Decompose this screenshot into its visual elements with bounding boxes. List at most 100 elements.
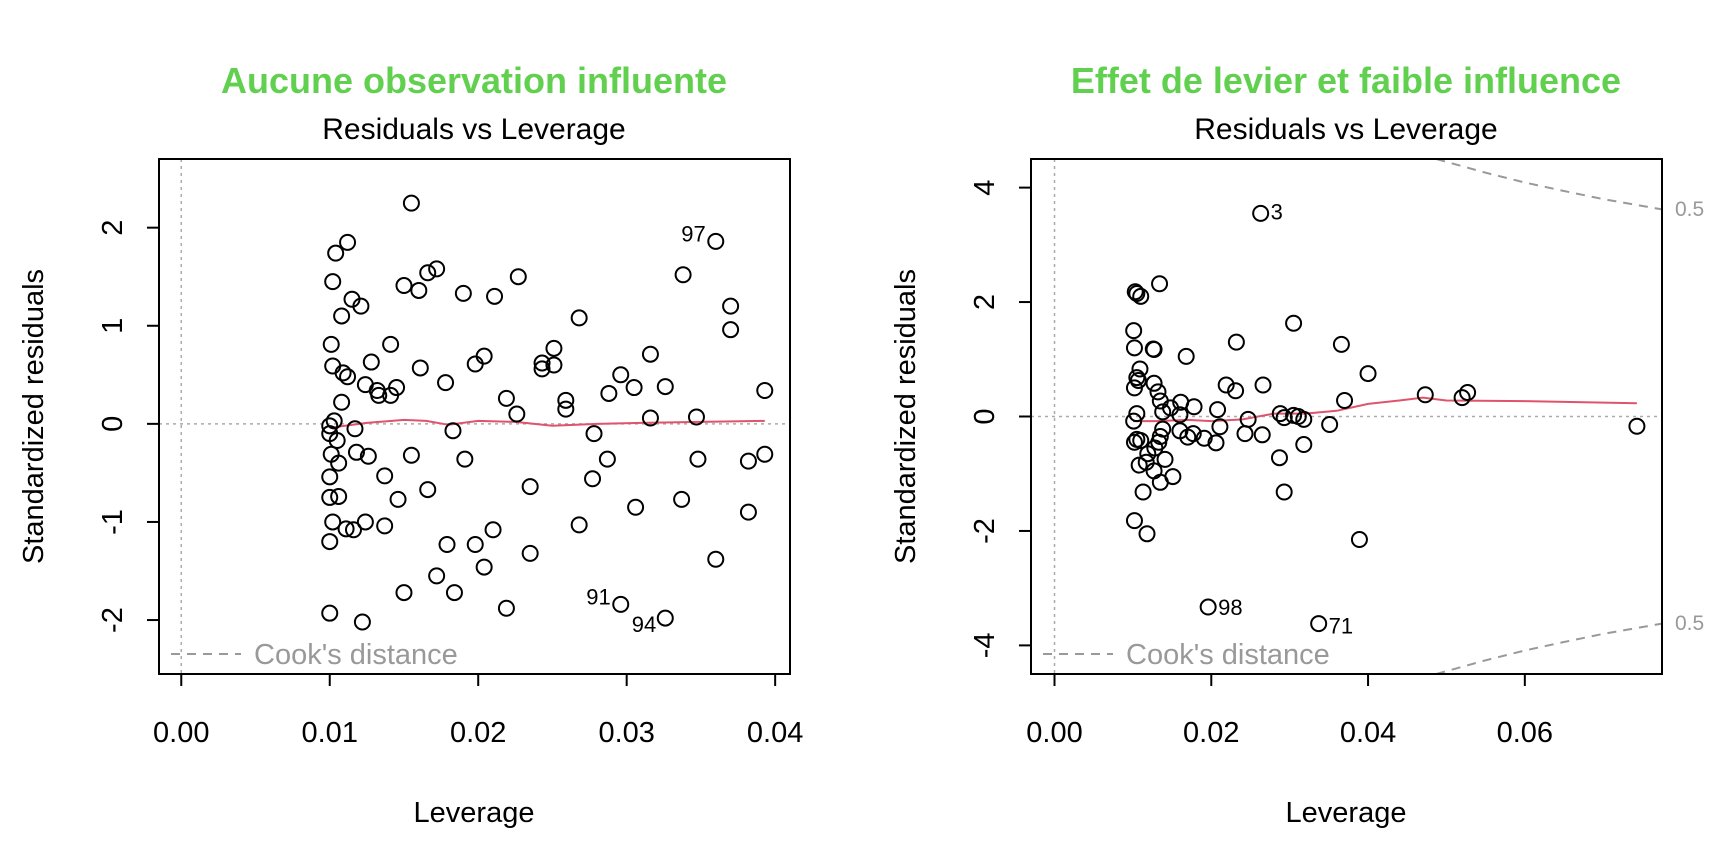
x-tick-label: 0.01	[302, 717, 358, 749]
data-point	[484, 521, 502, 539]
data-point	[1254, 376, 1272, 394]
data-point	[456, 450, 474, 468]
data-point	[1149, 383, 1167, 401]
data-point	[1211, 418, 1229, 436]
x-tick-label: 0.04	[1340, 717, 1396, 749]
y-axis-label: Standardized residuals	[18, 269, 50, 564]
data-point	[1128, 405, 1146, 423]
data-point	[585, 425, 603, 443]
data-point	[1336, 391, 1354, 409]
y-tick-label: -2	[969, 518, 1001, 544]
data-point	[389, 490, 407, 508]
data-point	[344, 521, 362, 539]
data-point	[321, 604, 339, 622]
data-point	[324, 357, 342, 375]
data-point	[722, 297, 740, 315]
main-title: Effet de levier et faible influence	[1071, 60, 1621, 101]
data-point	[674, 266, 692, 284]
data-point	[673, 490, 691, 508]
data-point	[428, 260, 446, 278]
data-point	[1207, 434, 1225, 452]
data-point	[410, 281, 428, 299]
data-point	[419, 264, 437, 282]
data-point	[545, 356, 563, 374]
y-tick-label: -4	[969, 632, 1001, 658]
data-point	[1131, 360, 1149, 378]
y-tick-label: -1	[97, 509, 129, 535]
data-point	[641, 409, 659, 427]
point-label: 71	[1329, 614, 1353, 639]
data-point	[454, 284, 472, 302]
data-point	[1310, 615, 1328, 633]
data-point	[347, 443, 365, 461]
data-point	[337, 520, 355, 538]
data-point	[1145, 462, 1163, 480]
y-tick-label: 0	[97, 416, 129, 432]
data-point	[1628, 417, 1646, 435]
data-point	[1321, 416, 1339, 434]
data-point	[1125, 433, 1143, 451]
data-point	[321, 533, 339, 551]
cooks-contour-label: 0.5	[1675, 612, 1704, 635]
data-point	[1179, 428, 1197, 446]
data-point	[584, 470, 602, 488]
data-point	[1134, 483, 1152, 501]
data-point	[1151, 473, 1169, 491]
data-point	[324, 513, 342, 531]
data-point	[376, 467, 394, 485]
point-label: 97	[681, 221, 705, 246]
data-point	[333, 307, 351, 325]
data-point	[475, 347, 493, 365]
data-point	[1332, 335, 1350, 353]
data-point	[1416, 386, 1434, 404]
data-point	[370, 386, 388, 404]
data-point	[330, 454, 348, 472]
data-point	[508, 405, 526, 423]
smooth-line	[1132, 396, 1637, 423]
data-point	[707, 232, 725, 250]
data-point	[1132, 287, 1150, 305]
data-point	[722, 321, 740, 339]
data-point	[1217, 376, 1235, 394]
data-point	[533, 360, 551, 378]
data-point	[352, 297, 370, 315]
data-point	[1171, 406, 1189, 424]
data-point	[486, 287, 504, 305]
data-point	[428, 567, 446, 585]
data-point	[1139, 445, 1157, 463]
data-point	[627, 498, 645, 516]
data-point	[1138, 525, 1156, 543]
cooks-distance-contour	[1436, 622, 1662, 674]
data-point	[321, 488, 339, 506]
y-tick-label: 1	[97, 318, 129, 334]
data-point	[1177, 347, 1195, 365]
data-point	[756, 382, 774, 400]
y-tick-label: -2	[97, 607, 129, 633]
data-point	[1199, 598, 1217, 616]
data-point	[1295, 436, 1313, 454]
data-point	[466, 536, 484, 554]
cooks-contour-label: 0.5	[1675, 198, 1704, 221]
data-point	[521, 478, 539, 496]
x-tick-label: 0.00	[1026, 717, 1082, 749]
data-point	[328, 432, 346, 450]
data-point	[1453, 389, 1471, 407]
data-point	[327, 244, 345, 262]
data-point	[612, 366, 630, 384]
data-point	[557, 391, 575, 409]
data-point	[362, 353, 380, 371]
data-point	[437, 374, 455, 392]
data-point	[1253, 426, 1271, 444]
x-axis-label: Leverage	[414, 797, 535, 829]
data-point	[1275, 409, 1293, 427]
data-point	[438, 536, 456, 554]
legend-label: Cook's distance	[1126, 639, 1330, 671]
data-point	[402, 446, 420, 464]
data-point	[739, 452, 757, 470]
x-tick-label: 0.04	[747, 717, 803, 749]
data-point	[376, 517, 394, 535]
data-point	[557, 400, 575, 418]
data-point	[1156, 450, 1174, 468]
data-point	[1252, 204, 1270, 222]
